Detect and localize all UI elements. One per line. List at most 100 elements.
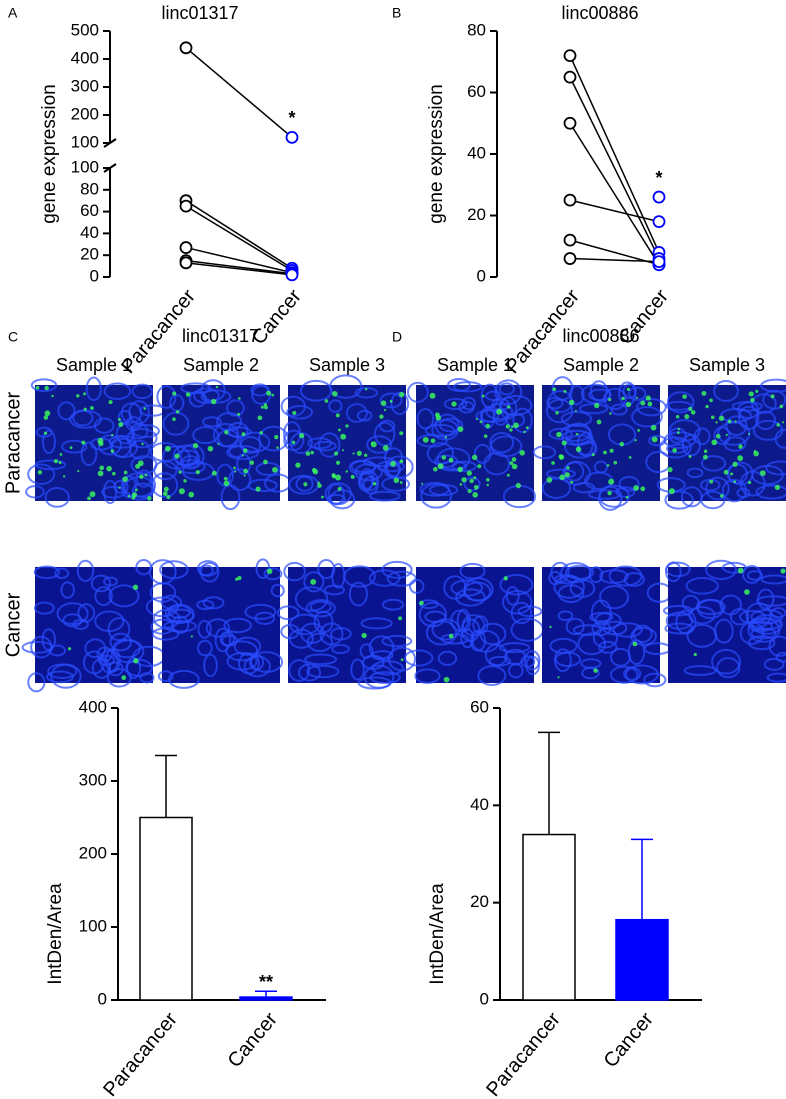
signal — [609, 412, 612, 415]
signal — [486, 477, 490, 482]
signal — [237, 412, 241, 416]
signal — [503, 576, 508, 581]
signal — [459, 483, 463, 486]
gland — [72, 409, 94, 427]
gland — [404, 649, 434, 667]
signal — [443, 676, 450, 683]
signal — [211, 470, 217, 476]
signal — [718, 415, 725, 421]
image-title: linc01317 — [182, 326, 259, 346]
gland — [578, 403, 609, 415]
signal — [163, 486, 169, 492]
signal — [690, 410, 696, 415]
gland — [414, 668, 441, 684]
gland — [145, 596, 179, 618]
gland — [50, 663, 82, 689]
signal — [141, 442, 144, 446]
signal — [720, 494, 724, 498]
column-label: Sample 3 — [689, 355, 765, 375]
x-tick-label: Paracancer — [99, 1008, 182, 1099]
gland — [80, 441, 98, 467]
signal — [399, 431, 404, 436]
y-tick-label: 60 — [470, 697, 489, 716]
signal — [645, 395, 651, 401]
gland — [625, 664, 659, 685]
signal — [633, 485, 639, 491]
signal — [364, 387, 368, 391]
signal — [266, 390, 272, 396]
gland — [233, 636, 262, 656]
signal — [640, 486, 646, 492]
gland — [665, 611, 694, 630]
signal — [217, 442, 220, 445]
gland — [499, 642, 531, 654]
gland — [360, 617, 393, 630]
signal — [770, 394, 775, 399]
gland — [557, 610, 574, 622]
signal — [433, 466, 438, 472]
signal — [383, 408, 387, 412]
signal — [682, 394, 687, 399]
signal — [255, 486, 261, 492]
gland — [163, 619, 197, 633]
signal — [744, 589, 750, 595]
gland — [255, 462, 281, 476]
gland — [327, 483, 345, 506]
signal — [457, 426, 464, 432]
gland — [438, 417, 464, 433]
signal — [292, 410, 297, 415]
gland — [27, 672, 46, 693]
gland — [27, 463, 56, 485]
signal — [243, 474, 246, 477]
gland — [306, 632, 334, 653]
signal — [684, 414, 690, 420]
gland — [289, 613, 321, 636]
signal — [733, 480, 737, 484]
gland — [603, 387, 627, 411]
image-title: linc00886 — [562, 326, 639, 346]
gland — [541, 477, 572, 499]
signal — [677, 427, 681, 431]
gland — [379, 419, 396, 433]
signal — [178, 470, 182, 474]
signal — [780, 568, 786, 574]
gland — [283, 429, 305, 452]
signal — [190, 635, 193, 638]
y-tick-label: 40 — [467, 143, 486, 162]
signal — [372, 482, 377, 486]
gland — [766, 672, 786, 683]
signal — [479, 420, 483, 424]
signal — [317, 481, 320, 485]
signal — [574, 409, 577, 412]
gland — [705, 476, 730, 501]
signal — [399, 459, 404, 464]
signal — [626, 387, 631, 392]
signal — [264, 405, 268, 410]
signal — [753, 450, 757, 453]
gland — [157, 670, 174, 682]
gland — [664, 490, 694, 510]
gland — [765, 460, 786, 476]
data-point — [652, 215, 666, 229]
data-point — [179, 256, 193, 270]
signal — [715, 433, 721, 439]
signal — [44, 410, 51, 417]
gland — [770, 607, 786, 619]
gland — [247, 478, 278, 493]
gland — [176, 459, 206, 474]
gland — [102, 479, 118, 505]
signal — [575, 432, 579, 436]
signal — [774, 484, 781, 491]
gland — [56, 602, 89, 626]
gland — [622, 383, 637, 399]
signal — [192, 442, 199, 449]
gland — [409, 578, 425, 594]
signal — [481, 394, 485, 398]
signal — [259, 430, 263, 435]
signal — [619, 441, 625, 447]
gland — [664, 622, 694, 635]
gland — [276, 605, 300, 621]
data-point — [563, 252, 577, 265]
signal — [361, 632, 367, 639]
gland — [700, 455, 727, 472]
